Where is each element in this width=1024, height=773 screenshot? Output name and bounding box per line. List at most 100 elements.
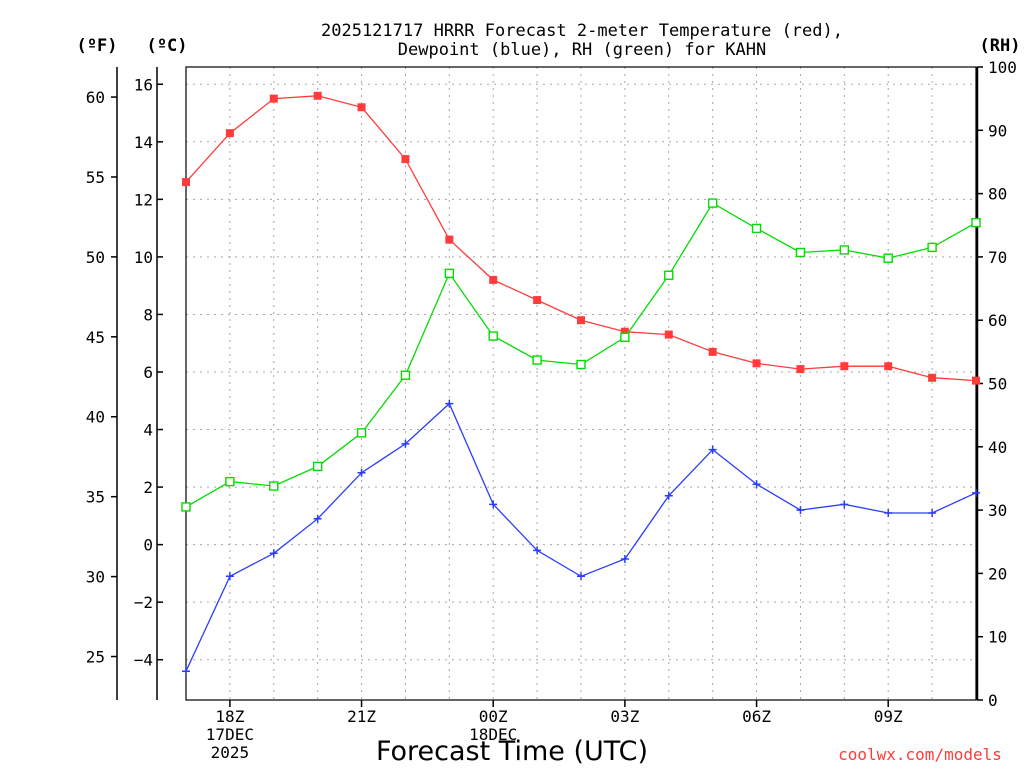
x-tick-label: 17DEC — [206, 725, 254, 744]
temperature-point — [225, 129, 234, 138]
temperature-point — [313, 91, 322, 100]
rh-point — [356, 428, 367, 438]
dewpoint-point — [972, 488, 980, 497]
x-tick-label: 09Z — [874, 707, 903, 726]
rh-tick-label: 70 — [988, 248, 1007, 267]
dewpoint-point — [708, 445, 717, 454]
celsius-tick-label: 4 — [143, 421, 153, 440]
dewpoint-point — [664, 491, 673, 500]
rh-tick-label: 50 — [988, 375, 1007, 394]
dewpoint-point — [840, 500, 849, 509]
rh-point — [312, 461, 323, 472]
celsius-tick-label: 12 — [134, 190, 153, 209]
dewpoint-point — [269, 549, 278, 558]
x-tick-label: 21Z — [347, 707, 376, 726]
rh-point — [927, 242, 937, 253]
dewpoint-point — [796, 506, 805, 515]
temperature-point — [752, 359, 761, 368]
celsius-tick-label: 2 — [143, 478, 153, 497]
dewpoint-point — [401, 439, 410, 448]
fahrenheit-unit-label: (ºF) — [77, 36, 118, 56]
fahrenheit-tick-label: 45 — [86, 328, 105, 347]
fahrenheit-tick-label: 50 — [86, 248, 105, 267]
rh-tick-label: 0 — [988, 691, 998, 710]
rh-tick-label: 10 — [988, 628, 1007, 647]
dewpoint-point — [620, 555, 629, 564]
fahrenheit-tick-label: 35 — [86, 488, 105, 507]
temperature-point — [620, 327, 629, 336]
temperature-point — [796, 365, 805, 374]
x-axis-label: Forecast Time (UTC) — [376, 736, 648, 767]
rh-point — [444, 268, 455, 279]
celsius-unit-label: (ºC) — [147, 36, 188, 56]
rh-point — [576, 359, 586, 370]
rh-point — [181, 502, 191, 512]
dewpoint-point — [182, 667, 190, 676]
celsius-tick-label: 8 — [143, 305, 153, 324]
dewpoint-point — [445, 399, 454, 408]
rh-point — [225, 476, 235, 487]
x-tick-label: 03Z — [610, 707, 639, 726]
temperature-point — [708, 347, 717, 356]
dewpoint-point — [533, 546, 542, 555]
fahrenheit-tick-label: 55 — [86, 168, 105, 187]
x-tick-label: 00Z — [479, 707, 508, 726]
fahrenheit-tick-label: 60 — [86, 88, 105, 107]
rh-tick-label: 80 — [988, 185, 1007, 204]
axes: −4 −2 0 2 4 6 8 10 12 14 16 25 30 35 40 45 50 55 60 0 10 20 30… — [86, 58, 1017, 762]
rh-point — [795, 247, 806, 258]
temperature-point — [401, 155, 410, 164]
dewpoint-point — [577, 572, 585, 581]
celsius-tick-label: 0 — [143, 536, 153, 555]
series-layer — [181, 91, 981, 676]
celsius-tick-label: 10 — [134, 248, 153, 267]
rh-unit-label: (RH) — [980, 36, 1021, 56]
chart-title-line1: 2025121717 HRRR Forecast 2-meter Tempera… — [321, 21, 843, 41]
rh-tick-label: 20 — [988, 564, 1007, 583]
x-tick-label: 2025 — [211, 743, 250, 762]
dewpoint-point — [752, 480, 761, 489]
temperature-point — [269, 94, 278, 103]
x-tick-label: 18Z — [215, 707, 244, 726]
dewpoint-point — [357, 468, 366, 477]
temperature-point — [840, 362, 849, 371]
celsius-tick-label: 6 — [143, 363, 153, 382]
temperature-point — [884, 362, 893, 371]
rh-point — [400, 370, 411, 380]
dewpoint-point — [225, 572, 234, 581]
celsius-tick-label: 16 — [134, 75, 153, 94]
temperature-point — [489, 275, 498, 284]
grid — [186, 67, 976, 700]
celsius-tick-label: −4 — [134, 651, 153, 670]
credit-label: coolwx.com/models — [838, 745, 1002, 764]
rh-tick-label: 100 — [988, 58, 1017, 77]
rh-tick-label: 90 — [988, 121, 1007, 140]
rh-tick-label: 60 — [988, 311, 1007, 330]
dewpoint-point — [884, 508, 893, 517]
fahrenheit-tick-label: 25 — [86, 648, 105, 667]
x-tick-label: 18DEC — [469, 725, 517, 744]
temperature-point — [664, 330, 673, 339]
rh-point — [839, 245, 850, 255]
temperature-point — [445, 235, 454, 244]
temperature-point — [182, 178, 190, 187]
rh-point — [971, 218, 981, 228]
temperature-point — [972, 376, 980, 385]
rh-point — [269, 481, 279, 491]
rh-point — [707, 198, 718, 208]
fahrenheit-tick-label: 40 — [86, 408, 105, 427]
dewpoint-point — [489, 500, 498, 509]
x-tick-label: 06Z — [742, 707, 771, 726]
rh-point — [751, 223, 762, 234]
fahrenheit-tick-label: 30 — [86, 568, 105, 587]
rh-tick-label: 40 — [988, 438, 1007, 457]
rh-point — [488, 331, 498, 341]
temperature-point — [533, 296, 542, 305]
chart-title-line2: Dewpoint (blue), RH (green) for KAHN — [398, 40, 766, 60]
temperature-point — [357, 103, 366, 112]
dewpoint-point — [313, 514, 322, 523]
temperature-point — [928, 373, 937, 382]
celsius-tick-label: 14 — [134, 133, 153, 152]
rh-point — [532, 355, 542, 365]
